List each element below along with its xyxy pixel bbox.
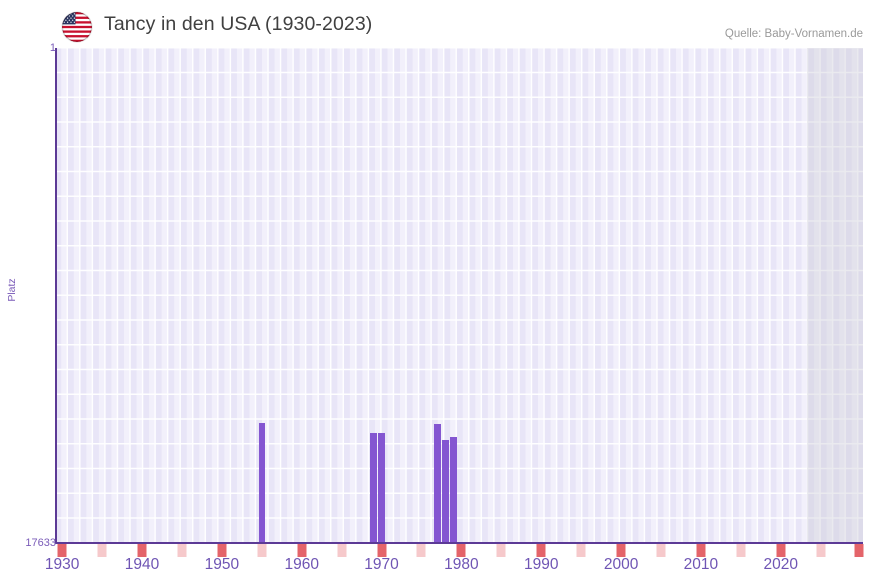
x-axis-minor-tick xyxy=(496,544,506,557)
x-axis-minor-tick xyxy=(576,544,586,557)
source-label: Quelle: Baby-Vornamen.de xyxy=(724,28,863,40)
x-axis-minor-tick xyxy=(816,544,826,557)
x-axis-label: 2020 xyxy=(763,556,798,573)
x-axis-tick xyxy=(536,544,546,557)
x-axis-tick xyxy=(57,544,67,557)
y-axis-top-label: 1 xyxy=(49,42,56,54)
x-axis-tick xyxy=(217,544,227,557)
x-axis-tick xyxy=(616,544,626,557)
bar[interactable] xyxy=(370,432,378,543)
x-axis-label: 1950 xyxy=(204,556,240,573)
x-axis-minor-tick xyxy=(337,544,347,557)
x-axis-label: 2010 xyxy=(683,556,719,573)
x-axis-minor-tick xyxy=(257,544,267,557)
x-axis-tick xyxy=(776,544,786,557)
x-axis-label: 1930 xyxy=(44,556,80,573)
x-axis-minor-tick xyxy=(97,544,107,557)
x-axis-minor-tick xyxy=(656,544,666,557)
x-axis-label: 2000 xyxy=(603,556,639,573)
x-axis-tick xyxy=(377,544,387,557)
y-axis-bottom-label: 17633 xyxy=(25,537,56,549)
no-data-shaded-region xyxy=(807,48,863,543)
bar[interactable] xyxy=(258,422,266,543)
x-axis-label: 1970 xyxy=(364,556,399,573)
y-axis-line xyxy=(55,48,57,544)
bar[interactable] xyxy=(442,439,450,543)
x-axis-label: 1980 xyxy=(444,556,479,573)
bar[interactable] xyxy=(450,436,457,543)
x-axis-tick xyxy=(696,544,706,557)
x-axis-minor-tick xyxy=(177,544,187,557)
x-axis-tick xyxy=(137,544,147,557)
bar[interactable] xyxy=(434,424,442,543)
page-title: Tancy in den USA (1930-2023) xyxy=(104,13,373,35)
x-axis-tick xyxy=(854,544,864,557)
x-axis-tick xyxy=(297,544,307,557)
bar[interactable] xyxy=(378,432,386,543)
x-axis-label: 1940 xyxy=(124,556,160,573)
x-axis-minor-tick xyxy=(736,544,746,557)
grid-lines xyxy=(55,48,863,543)
plot-area xyxy=(55,48,863,543)
x-axis-minor-tick xyxy=(416,544,426,557)
x-axis-label: 1960 xyxy=(284,556,319,573)
us-flag-icon xyxy=(62,12,92,42)
y-axis-title: Platz xyxy=(6,278,18,302)
x-axis-label: 1990 xyxy=(523,556,559,573)
x-axis-tick xyxy=(456,544,466,557)
x-axis-line xyxy=(55,542,863,544)
